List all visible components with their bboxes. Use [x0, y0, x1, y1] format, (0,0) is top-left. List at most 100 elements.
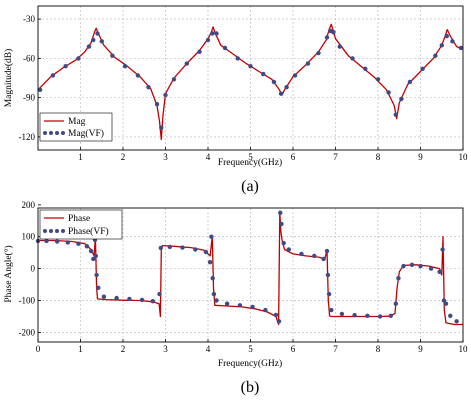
data-point-phase-vf — [454, 319, 459, 324]
data-point-mag-vf — [386, 90, 391, 95]
data-point-mag-vf — [222, 45, 228, 51]
data-point-mag-vf — [99, 39, 105, 44]
data-point-phase-vf — [396, 276, 401, 281]
data-point-mag-vf — [235, 56, 240, 61]
data-point-phase-vf — [401, 263, 406, 269]
data-point-phase-vf — [440, 247, 445, 252]
data-point-phase-vf — [273, 312, 279, 318]
data-point-phase-vf — [428, 266, 434, 271]
data-point-phase-vf — [437, 269, 442, 274]
data-point-phase-vf — [84, 244, 90, 249]
legend-phase-label: Phase — [68, 214, 90, 224]
data-point-phase-vf — [324, 248, 330, 254]
x-tick-label: 7 — [333, 152, 338, 162]
magnitude-legend: Mag Mag(VF) — [39, 112, 113, 142]
magnitude-series — [37, 23, 464, 141]
data-point-mag-vf — [292, 73, 298, 78]
caption-a: (a) — [241, 178, 259, 195]
data-point-phase-vf — [88, 248, 94, 254]
magnitude-y-ticks: -30 -60 -90 -120 — [19, 14, 41, 142]
data-point-mag-vf — [197, 49, 202, 54]
data-point-phase-vf — [91, 256, 96, 262]
data-point-mag-vf — [337, 44, 342, 49]
data-point-phase-vf — [180, 245, 185, 250]
data-point-mag-vf — [146, 85, 151, 90]
data-point-phase-vf — [276, 319, 282, 324]
data-point-mag-vf — [393, 112, 398, 117]
data-point-phase-vf — [65, 240, 71, 245]
data-point-phase-vf — [210, 276, 215, 281]
data-point-mag-vf — [350, 56, 355, 61]
data-point-phase-vf — [250, 304, 255, 310]
x-tick-label: 9 — [418, 152, 423, 162]
x-tick-label: 3 — [163, 344, 168, 354]
data-point-phase-vf — [237, 303, 243, 308]
legend-phase-vf-label: Phase(VF) — [68, 226, 109, 237]
data-point-phase-vf — [193, 247, 198, 252]
data-point-mag-vf — [324, 35, 330, 40]
y-tick-label: 100 — [22, 232, 36, 242]
x-tick-label: 8 — [376, 152, 381, 162]
data-point-mag-vf — [305, 61, 311, 66]
x-tick-label: 6 — [291, 152, 296, 162]
data-point-mag-vf — [433, 53, 438, 58]
x-tick-label: 10 — [459, 152, 469, 162]
data-point-mag-vf — [399, 96, 404, 102]
data-point-mag-vf — [407, 79, 413, 85]
y-tick-label: 200 — [22, 200, 36, 210]
x-tick-label: 2 — [121, 344, 126, 354]
data-point-phase-vf — [93, 253, 99, 259]
magnitude-x-axis-label: Frequency(GHz) — [218, 157, 282, 168]
data-point-phase-vf — [329, 307, 334, 313]
y-tick-label: -200 — [19, 327, 36, 337]
phase-legend: Phase Phase(VF) — [39, 209, 123, 240]
data-point-mag-vf — [171, 77, 177, 82]
data-point-phase-vf — [114, 295, 119, 301]
data-point-phase-vf — [299, 251, 304, 257]
data-point-phase-vf — [44, 238, 49, 244]
phase-y-axis-label: Phase Angle(°) — [3, 245, 14, 302]
data-point-phase-vf — [409, 262, 415, 267]
y-tick-label: -60 — [23, 53, 35, 63]
magnitude-chart: 1 2 3 4 5 6 7 8 9 10 -30 -60 -90 -120 Frequency(GHz)… — [3, 5, 469, 195]
y-tick-label: 0 — [31, 264, 36, 274]
data-point-phase-vf — [441, 298, 447, 303]
x-tick-label: 3 — [163, 152, 168, 162]
x-tick-label: 1 — [78, 152, 83, 162]
data-point-phase-vf — [54, 239, 60, 244]
x-tick-label: 5 — [248, 152, 253, 162]
y-tick-label: -120 — [19, 132, 36, 142]
data-point-mag-vf — [86, 44, 92, 49]
series-line-mag — [37, 23, 464, 141]
y-tick-label: -90 — [23, 93, 35, 103]
data-point-mag-vf — [316, 50, 321, 56]
phase-x-ticks: 0 1 2 3 4 5 6 7 8 9 10 — [36, 339, 468, 354]
data-point-phase-vf — [211, 291, 217, 297]
data-point-phase-vf — [321, 256, 326, 262]
data-point-mag-vf — [95, 31, 100, 36]
data-point-phase-vf — [286, 247, 291, 252]
data-point-mag-vf — [284, 85, 289, 90]
data-point-mag-vf — [278, 91, 284, 96]
magnitude-y-axis-label: Magnitude(dB) — [3, 49, 14, 108]
data-point-phase-vf — [214, 298, 219, 303]
data-point-phase-vf — [203, 249, 209, 255]
legend-phase-vf-swatch — [43, 229, 65, 233]
caption-b: (b) — [241, 379, 260, 396]
phase-grid — [38, 208, 463, 342]
legend-mag-vf-swatch — [43, 131, 65, 135]
x-tick-label: 7 — [333, 344, 338, 354]
data-point-phase-vf — [312, 253, 317, 259]
data-point-mag-vf — [135, 73, 141, 78]
data-point-mag-vf — [63, 63, 68, 69]
y-tick-label: -30 — [23, 14, 35, 24]
legend-mag-vf-label: Mag(VF) — [68, 128, 104, 139]
data-point-mag-vf — [184, 61, 189, 66]
data-point-phase-vf — [224, 301, 230, 306]
data-point-phase-vf — [150, 299, 155, 304]
data-point-mag-vf — [122, 63, 128, 69]
data-point-phase-vf — [418, 263, 423, 269]
data-point-phase-vf — [325, 272, 331, 278]
data-point-phase-vf — [127, 296, 132, 302]
